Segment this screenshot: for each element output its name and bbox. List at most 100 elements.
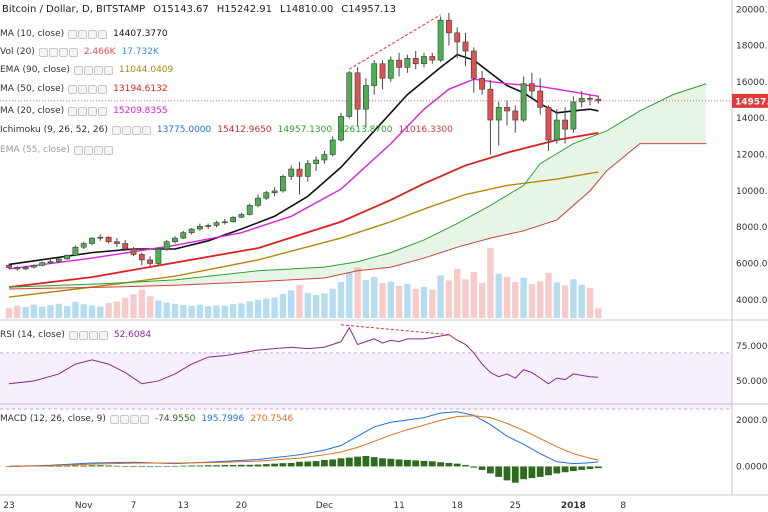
y-tick-label: 14000.00	[736, 114, 768, 124]
legend-value: 17.732K	[121, 47, 159, 57]
eye-icon[interactable]	[38, 47, 48, 57]
more-icon[interactable]	[139, 414, 149, 424]
indicator-controls[interactable]	[68, 29, 108, 39]
close-icon[interactable]	[58, 47, 68, 57]
macd-histogram-bar	[570, 466, 577, 472]
volume-bar	[180, 304, 187, 318]
legend-macd[interactable]: MACD (12, 26, close, 9) -74.9550 195.799…	[0, 411, 299, 427]
close-icon[interactable]	[131, 125, 141, 135]
more-icon[interactable]	[98, 29, 108, 39]
eye-icon[interactable]	[73, 145, 83, 155]
close-icon[interactable]	[129, 414, 139, 424]
symbol-title[interactable]: Bitcoin / Dollar, D, BITSTAMP	[2, 3, 146, 15]
legend-ma50[interactable]: MA (50, close) 13194.6132	[0, 81, 174, 97]
close-icon[interactable]	[93, 145, 103, 155]
legend-ema90[interactable]: EMA (90, close) 11044.0409	[0, 62, 179, 78]
eye-icon[interactable]	[73, 65, 83, 75]
more-icon[interactable]	[98, 84, 108, 94]
legend-ichimoku[interactable]: Ichimoku (9, 26, 52, 26) 13775.0000 1541…	[0, 122, 459, 138]
legend-label: MA (50, close)	[0, 84, 65, 94]
volume-bar	[379, 283, 386, 318]
volume-bar	[371, 276, 378, 318]
volume-bar	[412, 288, 419, 318]
macd-histogram-bar	[163, 466, 171, 468]
eye-icon[interactable]	[68, 84, 78, 94]
close-icon[interactable]	[88, 106, 98, 116]
y-tick-label: 50.0000	[736, 377, 768, 387]
more-icon[interactable]	[68, 47, 78, 57]
legend-value: 14957.1300	[277, 125, 333, 135]
macd-histogram-bar	[536, 466, 544, 477]
indicator-controls[interactable]	[73, 145, 113, 155]
candle	[213, 222, 220, 226]
y-tick-label: 10000.00	[736, 187, 768, 197]
candle	[362, 85, 369, 110]
more-icon[interactable]	[103, 65, 113, 75]
legend-ema55[interactable]: EMA (55, close)	[0, 142, 119, 158]
eye-icon[interactable]	[68, 106, 78, 116]
candle	[114, 241, 120, 244]
macd-histogram-bar	[470, 466, 478, 468]
settings-icon[interactable]	[121, 125, 131, 135]
settings-icon[interactable]	[78, 330, 88, 340]
candle	[454, 32, 461, 43]
close-icon[interactable]	[88, 29, 98, 39]
settings-icon[interactable]	[83, 65, 93, 75]
legend-vol[interactable]: Vol (20) 2.466K 17.732K	[0, 44, 165, 60]
macd-histogram-bar	[503, 466, 511, 481]
volume-bar	[570, 279, 577, 318]
volume-bar	[354, 267, 361, 318]
macd-histogram-bar	[312, 461, 320, 467]
indicator-controls[interactable]	[111, 125, 151, 135]
volume-bar	[163, 302, 170, 318]
settings-icon[interactable]	[48, 47, 58, 57]
close-icon[interactable]	[88, 330, 98, 340]
close-icon[interactable]	[88, 84, 98, 94]
macd-histogram-bar	[279, 463, 287, 467]
settings-icon[interactable]	[83, 145, 93, 155]
macd-histogram-bar	[146, 466, 154, 468]
settings-icon[interactable]	[78, 84, 88, 94]
eye-icon[interactable]	[111, 125, 121, 135]
indicator-controls[interactable]	[68, 106, 108, 116]
y-tick-label: 2000.0000	[736, 416, 768, 426]
indicator-controls[interactable]	[68, 84, 108, 94]
more-icon[interactable]	[98, 330, 108, 340]
symbol-header: Bitcoin / Dollar, D, BITSTAMP O15143.67 …	[2, 1, 396, 17]
macd-histogram-bar	[437, 462, 444, 467]
eye-icon[interactable]	[109, 414, 119, 424]
eye-icon[interactable]	[68, 330, 78, 340]
candle	[445, 19, 452, 34]
volume-bar	[437, 275, 444, 318]
volume-bar	[138, 289, 145, 318]
indicator-controls[interactable]	[73, 65, 113, 75]
more-icon[interactable]	[103, 145, 113, 155]
volume-bar	[304, 293, 311, 318]
volume-bar	[429, 289, 436, 318]
candle	[122, 243, 129, 250]
eye-icon[interactable]	[68, 29, 78, 39]
macd-histogram-bar	[262, 464, 270, 467]
macd-histogram-bar	[594, 466, 602, 469]
x-tick-label: 20	[236, 501, 248, 511]
legend-ma10[interactable]: MA (10, close) 14407.3770	[0, 26, 174, 42]
candle	[47, 261, 54, 264]
indicator-controls[interactable]	[38, 47, 78, 57]
more-icon[interactable]	[98, 106, 108, 116]
settings-icon[interactable]	[78, 29, 88, 39]
candle	[197, 225, 203, 230]
legend-ma20[interactable]: MA (20, close) 15209.8355	[0, 103, 174, 119]
indicator-controls[interactable]	[109, 414, 149, 424]
legend-rsi[interactable]: RSI (14, close) 52.6084	[0, 327, 157, 343]
candle	[221, 221, 228, 224]
macd-histogram-bar	[362, 455, 370, 467]
settings-icon[interactable]	[119, 414, 129, 424]
more-icon[interactable]	[141, 125, 151, 135]
close-icon[interactable]	[93, 65, 103, 75]
settings-icon[interactable]	[78, 106, 88, 116]
macd-histogram-bar	[337, 458, 345, 467]
indicator-controls[interactable]	[68, 330, 108, 340]
macd-histogram-bar	[354, 456, 361, 467]
macd-line	[8, 415, 599, 467]
